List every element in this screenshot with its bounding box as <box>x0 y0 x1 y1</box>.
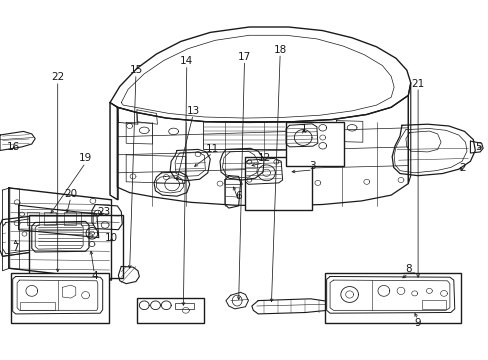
Bar <box>20 302 55 310</box>
Text: 19: 19 <box>79 153 92 163</box>
Text: 16: 16 <box>7 142 20 152</box>
Text: 15: 15 <box>129 65 142 75</box>
Text: 4: 4 <box>91 271 98 282</box>
Bar <box>244 157 311 210</box>
Text: 12: 12 <box>257 153 270 163</box>
Text: 22: 22 <box>51 72 64 82</box>
Text: 13: 13 <box>186 106 200 116</box>
Text: 3: 3 <box>309 161 316 171</box>
Bar <box>175 303 193 309</box>
Text: 17: 17 <box>237 52 251 62</box>
Text: 21: 21 <box>410 78 424 89</box>
Text: 7: 7 <box>12 243 19 253</box>
Bar <box>203 121 285 149</box>
Text: 2: 2 <box>458 163 465 174</box>
Text: 5: 5 <box>474 142 481 152</box>
Bar <box>44 212 56 225</box>
Bar <box>63 212 76 225</box>
Text: 14: 14 <box>180 56 193 66</box>
Text: 10: 10 <box>105 233 118 243</box>
Bar <box>11 273 108 323</box>
Bar <box>421 300 445 309</box>
Text: 1: 1 <box>300 124 307 134</box>
Bar <box>285 122 343 166</box>
Bar <box>137 298 204 323</box>
Text: 11: 11 <box>205 144 219 154</box>
Text: 18: 18 <box>273 45 286 55</box>
Text: 8: 8 <box>404 264 411 274</box>
Text: 6: 6 <box>235 191 242 201</box>
Text: 20: 20 <box>64 189 77 199</box>
Bar <box>81 212 93 225</box>
Bar <box>29 215 123 278</box>
Bar <box>27 212 39 225</box>
Text: 23: 23 <box>97 207 111 217</box>
Text: 9: 9 <box>414 318 421 328</box>
Bar <box>325 273 460 323</box>
